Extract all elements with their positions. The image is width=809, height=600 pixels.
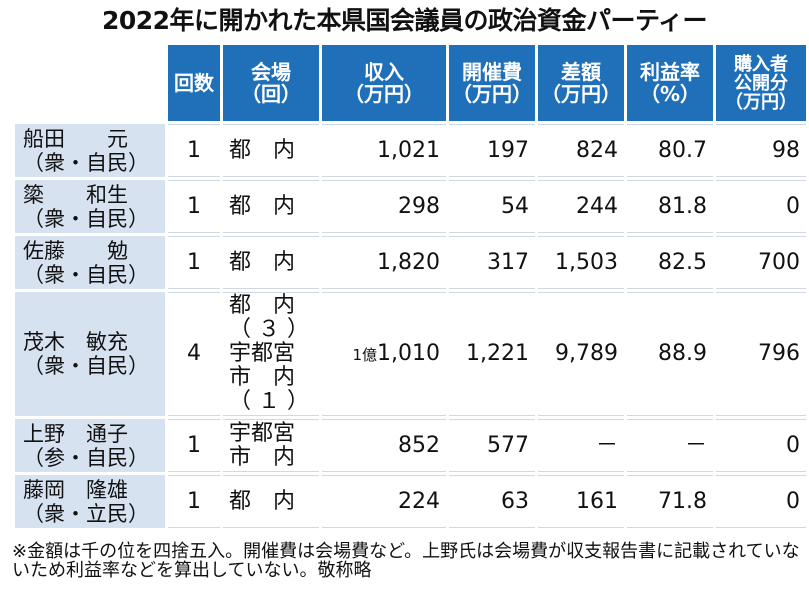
row-income: 852 bbox=[322, 419, 446, 472]
row-rate: 88.9 bbox=[627, 292, 713, 416]
row-name: 藤岡 隆雄 （衆・立民） bbox=[15, 475, 165, 528]
row-income: 1億1,010 bbox=[322, 292, 446, 416]
row-diff: － bbox=[538, 419, 624, 472]
row-buyers: 0 bbox=[716, 180, 806, 233]
row-rate: 82.5 bbox=[627, 236, 713, 289]
row-buyers: 0 bbox=[716, 419, 806, 472]
row-count: 1 bbox=[168, 419, 220, 472]
row-name: 簗 和生 （衆・自民） bbox=[15, 180, 165, 233]
row-diff: 1,503 bbox=[538, 236, 624, 289]
row-buyers: 0 bbox=[716, 475, 806, 528]
row-venue: 都 内 bbox=[223, 236, 319, 289]
table-row: 簗 和生 （衆・自民） 1 都 内 298 54 244 81.8 0 bbox=[15, 180, 806, 233]
row-diff: 244 bbox=[538, 180, 624, 233]
header-income: 収入 （万円） bbox=[322, 45, 446, 121]
header-corner bbox=[15, 45, 165, 121]
row-count: 1 bbox=[168, 124, 220, 177]
row-income: 298 bbox=[322, 180, 446, 233]
row-name: 佐藤 勉 （衆・自民） bbox=[15, 236, 165, 289]
row-rate: 71.8 bbox=[627, 475, 713, 528]
row-rate: 80.7 bbox=[627, 124, 713, 177]
table-row: 船田 元 （衆・自民） 1 都 内 1,021 197 824 80.7 98 bbox=[15, 124, 806, 177]
row-cost: 577 bbox=[449, 419, 535, 472]
table-row: 佐藤 勉 （衆・自民） 1 都 内 1,820 317 1,503 82.5 7… bbox=[15, 236, 806, 289]
row-count: 4 bbox=[168, 292, 220, 416]
header-diff: 差額 （万円） bbox=[538, 45, 624, 121]
row-diff: 824 bbox=[538, 124, 624, 177]
row-cost: 317 bbox=[449, 236, 535, 289]
row-venue: 都 内 bbox=[223, 180, 319, 233]
table-row: 藤岡 隆雄 （衆・立民） 1 都 内 224 63 161 71.8 0 bbox=[15, 475, 806, 528]
row-name: 上野 通子 （参・自民） bbox=[15, 419, 165, 472]
row-buyers: 796 bbox=[716, 292, 806, 416]
row-cost: 63 bbox=[449, 475, 535, 528]
row-cost: 1,221 bbox=[449, 292, 535, 416]
row-venue: 都 内 bbox=[223, 475, 319, 528]
table-title: 2022年に開かれた本県国会議員の政治資金パーティー bbox=[101, 6, 708, 35]
row-venue: 都 内 bbox=[223, 124, 319, 177]
income-value: 1,010 bbox=[377, 340, 440, 366]
row-name: 茂木 敏充 （衆・自民） bbox=[15, 292, 165, 416]
party-funds-table: 回数 会場 （回） 収入 （万円） 開催費 （万円） 差額 （万円） 利益率 （… bbox=[12, 42, 809, 531]
row-income: 224 bbox=[322, 475, 446, 528]
table-row: 上野 通子 （参・自民） 1 宇都宮 市 内 852 577 － － 0 bbox=[15, 419, 806, 472]
row-cost: 54 bbox=[449, 180, 535, 233]
row-venue: 都 内 （ ３ ） 宇都宮 市 内 （ １ ） bbox=[223, 292, 319, 416]
row-count: 1 bbox=[168, 180, 220, 233]
row-buyers: 98 bbox=[716, 124, 806, 177]
row-diff: 9,789 bbox=[538, 292, 624, 416]
header-venue: 会場 （回） bbox=[223, 45, 319, 121]
header-buyers: 購入者 公開分 （万円） bbox=[716, 45, 806, 121]
table-row: 茂木 敏充 （衆・自民） 4 都 内 （ ３ ） 宇都宮 市 内 （ １ ） 1… bbox=[15, 292, 806, 416]
header-rate: 利益率 （%） bbox=[627, 45, 713, 121]
row-rate: － bbox=[627, 419, 713, 472]
row-venue: 宇都宮 市 内 bbox=[223, 419, 319, 472]
income-oku-prefix: 1億 bbox=[352, 345, 378, 364]
row-count: 1 bbox=[168, 475, 220, 528]
row-cost: 197 bbox=[449, 124, 535, 177]
row-rate: 81.8 bbox=[627, 180, 713, 233]
row-income: 1,021 bbox=[322, 124, 446, 177]
row-name: 船田 元 （衆・自民） bbox=[15, 124, 165, 177]
row-buyers: 700 bbox=[716, 236, 806, 289]
header-cost: 開催費 （万円） bbox=[449, 45, 535, 121]
row-income: 1,820 bbox=[322, 236, 446, 289]
row-diff: 161 bbox=[538, 475, 624, 528]
row-count: 1 bbox=[168, 236, 220, 289]
footnote: ※金額は千の位を四捨五入。開催費は会場費など。上野氏は会場費が収支報告書に記載さ… bbox=[12, 541, 800, 581]
header-count: 回数 bbox=[168, 45, 220, 121]
